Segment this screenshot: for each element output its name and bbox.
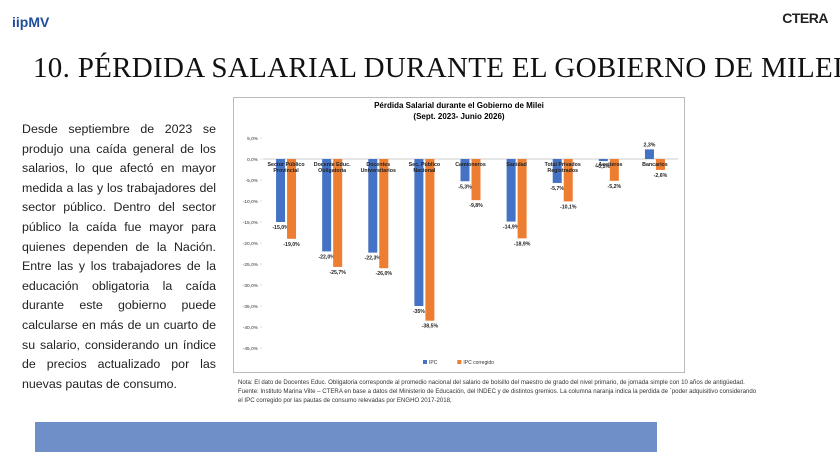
x-tick-label: Docente Educ. Obligatoria [313,162,351,175]
legend-label: IPC corregido [463,360,494,366]
value-label: 2,3% [644,142,656,148]
chart-border [233,97,685,373]
value-label: -14,9% [503,225,520,231]
bar [471,159,481,201]
bar [506,159,516,222]
logo: iipMV [12,14,50,30]
logo: CTERA [782,10,828,26]
bar [598,159,608,162]
y-tick-label: -30,0% [243,283,259,289]
category-label-box: Sector Público Provincial [267,162,305,175]
bar [644,149,654,159]
y-tick-label: -45,0% [243,346,259,352]
bar [563,159,573,202]
x-tick-label: Bancarios [642,162,668,168]
value-label: -18,9% [514,241,531,247]
note-line: el IPC corregido por las pautas de consu… [238,397,452,405]
value-label: -5,7% [550,186,564,192]
bar [379,159,389,269]
x-tick-label: Camioneros [455,162,486,168]
value-label: -35% [413,309,425,315]
bar [609,159,619,181]
chart-subtitle: (Sept. 2023- Junio 2026) [413,112,504,121]
bar [287,159,297,239]
value-label: -22,3% [365,256,382,262]
footer-bar [35,422,657,452]
y-tick-label: -35,0% [243,304,259,310]
x-tick-label: Docentes Universitarios [360,162,396,175]
category-label-box: Docentes Universitarios [360,162,396,175]
category-label-box: Bancarios [642,162,668,168]
note-line: Nota: El dato de Docentes Educ. Obligato… [238,379,745,386]
x-tick-label: Sanidad [506,162,527,168]
category-label-box: Camioneros [455,162,486,168]
value-label: -9,8% [469,203,483,209]
chart-title: Pérdida Salarial durante el Gobierno de … [374,101,544,110]
category-label-box: Total Privados Registrados [544,162,581,175]
value-label: -15,0% [272,225,289,231]
category-label-box: Docente Educ. Obligatoria [313,162,351,175]
y-tick-label: 0,0% [247,157,259,163]
legend-swatch [423,360,427,364]
x-tick-label: Sector Público Provincial [267,162,305,175]
x-tick-label: Sec. Público Nacional [408,162,441,175]
bar [517,159,527,239]
value-label: -10,1% [560,204,577,210]
category-label-box: ¿Aceiteros [595,162,623,168]
note: Nota: El dato de Docentes Educ. Obligato… [238,378,798,406]
y-tick-label: -40,0% [243,325,259,331]
value-label: -26,0% [376,271,393,277]
value-label: -2,6% [654,173,668,179]
value-label: -5,2% [608,184,622,190]
value-label: -19,0% [283,242,300,248]
note-line: Fuente: Instituto Marina Vilte – CTERA e… [238,388,757,396]
legend-label: IPC [429,360,438,366]
y-tick-label: 5,0% [247,136,259,142]
x-tick-label: ¿Aceiteros [595,162,623,168]
value-label: -0,5% [597,164,611,170]
value-label: -5,3% [458,184,472,190]
bar [655,159,665,170]
value-label: -22,0% [318,254,335,260]
chart: Pérdida Salarial durante el Gobierno de … [233,97,685,373]
y-tick-label: -25,0% [243,262,259,268]
bar [322,159,332,252]
y-tick-label: -20,0% [243,241,259,247]
category-label-box: Sanidad [506,162,527,168]
bar [333,159,343,267]
value-label: -38,5% [422,324,439,330]
bar [276,159,286,222]
x-tick-label: Total Privados Registrados [544,162,581,175]
y-tick-label: -15,0% [243,220,259,226]
body-text: Desde septiembre de 2023 se produjo una … [22,122,216,391]
legend-swatch [457,360,462,364]
category-label-box: Sec. Público Nacional [408,162,441,175]
bar [425,159,435,321]
bar [414,159,424,306]
y-tick-label: -10,0% [243,199,259,205]
bar [552,159,562,183]
y-tick-label: -5,0% [245,178,258,184]
bar [460,159,470,182]
slide-title: 10. PÉRDIDA SALARIAL DURANTE EL GOBIERNO… [33,52,840,84]
bar [368,159,378,253]
value-label: -25,7% [329,270,346,276]
